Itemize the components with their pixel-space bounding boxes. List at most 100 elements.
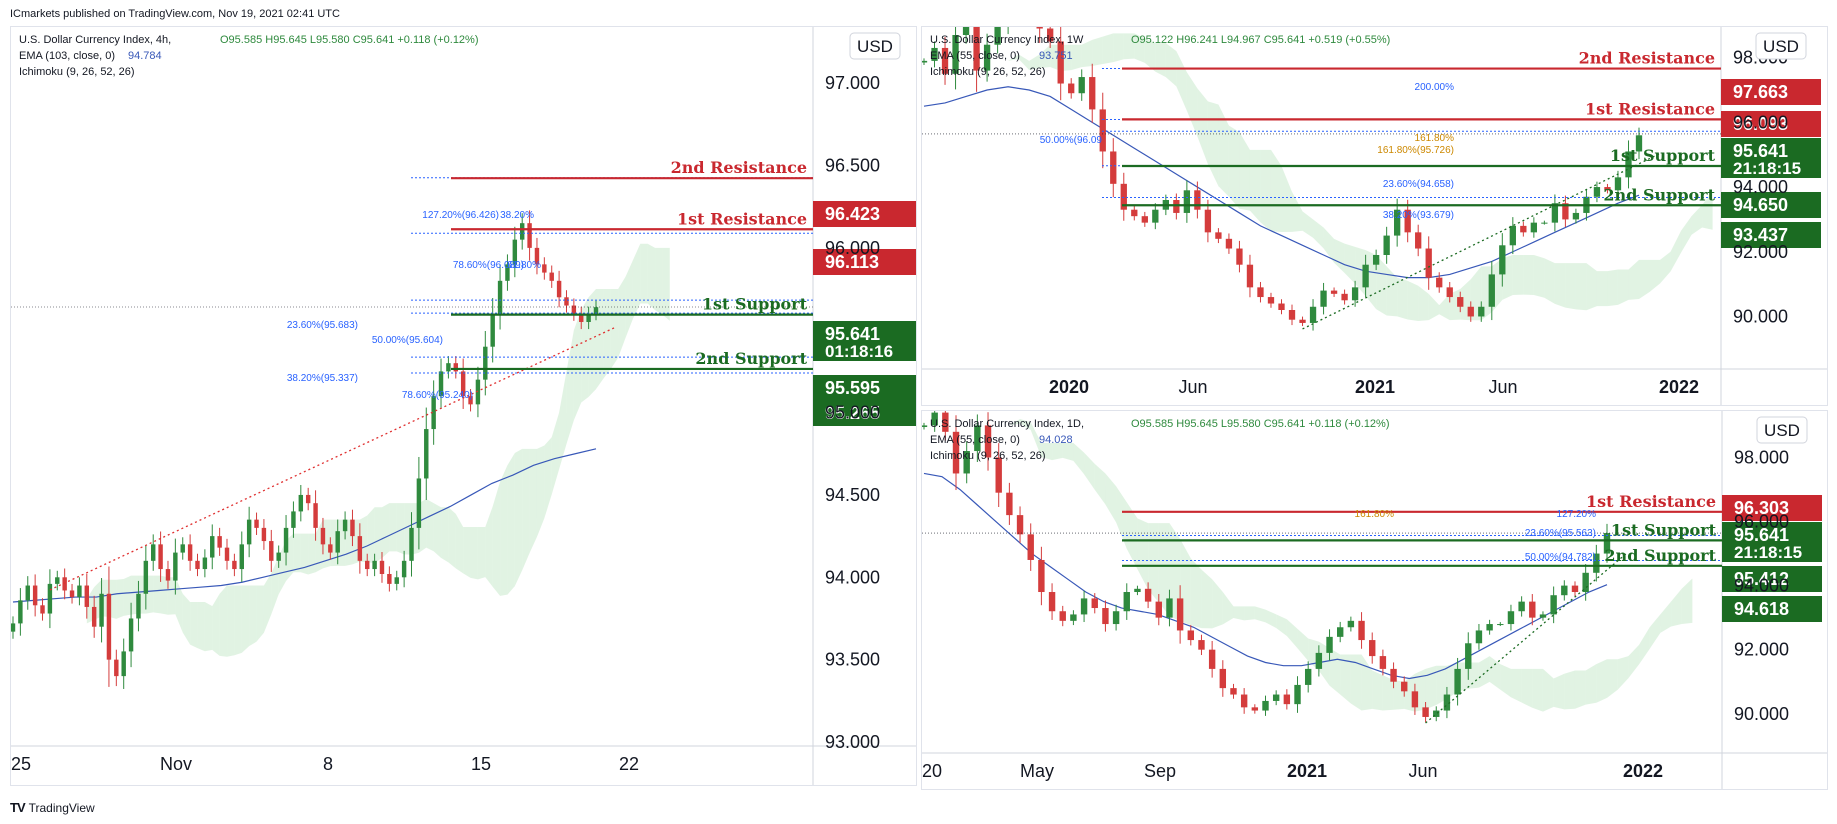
- ichimoku-cloud-segment: [470, 527, 478, 580]
- candle: [55, 577, 60, 584]
- symbol-title: U.S. Dollar Currency Index, 4h,: [19, 34, 171, 46]
- symbol-title: U.S. Dollar Currency Index, 1D,: [930, 418, 1084, 430]
- ichimoku-legend: Ichimoku (9, 26, 52, 26): [930, 450, 1046, 462]
- y-tick-label: 96.000: [825, 238, 880, 258]
- candle: [497, 280, 503, 314]
- candle: [1068, 83, 1075, 94]
- ichimoku-cloud-segment: [1564, 670, 1575, 710]
- ichimoku-cloud-segment: [662, 247, 670, 321]
- chart-panel-1d[interactable]: 1st Resistance 1st Support 2nd Support 161.…: [921, 410, 1828, 790]
- candle: [1530, 222, 1538, 233]
- ichimoku-cloud-segment: [190, 602, 198, 649]
- ohlc-values: O95.585 H95.645 L95.580 C95.641 +0.118 (…: [220, 34, 479, 46]
- resistance-label: 1st Resistance: [677, 209, 807, 228]
- candle: [1198, 640, 1205, 650]
- candle: [1635, 135, 1643, 152]
- candle: [1341, 293, 1348, 301]
- candle: [1561, 585, 1568, 596]
- ichimoku-cloud-segment: [1533, 255, 1545, 298]
- candle: [586, 313, 591, 322]
- ichimoku-cloud-segment: [441, 507, 449, 563]
- candle: [1499, 245, 1506, 275]
- candle: [158, 544, 163, 570]
- ichimoku-cloud-segment: [1052, 443, 1063, 461]
- candle: [983, 44, 991, 71]
- ichimoku-cloud-segment: [1382, 675, 1394, 711]
- x-tick-label: 20: [922, 761, 942, 781]
- candle: [1571, 585, 1579, 593]
- candle: [283, 527, 289, 553]
- candle: [1194, 190, 1201, 210]
- ichimoku-cloud-segment: [1286, 619, 1298, 649]
- ichimoku-cloud-segment: [1092, 36, 1103, 66]
- chart-panel-1w[interactable]: 2nd Resistance 1st Resistance 1st Support 2…: [921, 26, 1828, 406]
- ichimoku-cloud-segment: [1574, 670, 1586, 709]
- ichimoku-cloud-segment: [1617, 269, 1629, 305]
- ichimoku-cloud-segment: [1073, 443, 1085, 475]
- candle: [952, 35, 959, 74]
- candle: [254, 519, 259, 528]
- ichimoku-cloud-segment: [1344, 243, 1356, 284]
- chart-panel-4h[interactable]: 2nd Resistance 1st Resistance 1st Support 2…: [10, 26, 917, 786]
- candle: [963, 451, 970, 474]
- candle: [217, 536, 222, 548]
- candle: [941, 47, 949, 74]
- ichimoku-cloud-segment: [536, 445, 545, 537]
- y-tick-label: 96.500: [825, 156, 880, 176]
- candle: [1390, 668, 1397, 682]
- ichimoku-cloud-segment: [389, 503, 397, 552]
- ichimoku-cloud-segment: [1361, 654, 1373, 711]
- candle: [1465, 643, 1472, 669]
- y-tick-label: 94.500: [825, 485, 880, 505]
- ichimoku-cloud-segment: [566, 330, 574, 445]
- ichimoku-cloud-segment: [1397, 277, 1408, 320]
- ichimoku-cloud-segment: [1276, 614, 1287, 637]
- ichimoku-cloud-segment: [1029, 54, 1040, 70]
- y-tick-label: 96.000: [1733, 112, 1788, 132]
- ema-legend: EMA (55, close, 0): [930, 434, 1020, 446]
- candle: [1187, 630, 1194, 641]
- ichimoku-cloud-segment: [1350, 654, 1362, 711]
- ichimoku-cloud-segment: [374, 507, 382, 564]
- y-tick-label: 97.000: [825, 73, 880, 93]
- candle: [1507, 611, 1515, 625]
- candle: [424, 429, 429, 479]
- candle: [1048, 592, 1056, 612]
- candle: [1518, 601, 1525, 612]
- candle: [1550, 595, 1557, 615]
- candle: [922, 425, 928, 428]
- candle: [151, 544, 156, 561]
- x-tick-label: Jun: [1178, 377, 1207, 397]
- candle: [1267, 297, 1275, 304]
- ichimoku-cloud-segment: [500, 465, 508, 596]
- candle: [210, 536, 215, 558]
- candle: [291, 511, 296, 528]
- ichimoku-cloud-segment: [1702, 191, 1713, 230]
- ichimoku-cloud-segment: [1134, 33, 1145, 63]
- ichimoku-cloud-segment: [1553, 673, 1565, 710]
- ichimoku-cloud-segment: [1512, 255, 1524, 295]
- candle: [1604, 187, 1611, 191]
- candle: [195, 560, 200, 570]
- candle: [1315, 652, 1323, 669]
- price-tag-value: 96.423: [825, 204, 880, 224]
- ichimoku-cloud-segment: [1313, 219, 1324, 249]
- x-tick-label: 2022: [1623, 761, 1663, 781]
- price-tag-value: 95.641: [1734, 525, 1789, 545]
- chart-svg-d1: 1st Resistance 1st Support 2nd Support 161.…: [922, 411, 1827, 789]
- ichimoku-cloud-segment: [1407, 280, 1419, 322]
- price-tag-value: 95.265: [825, 403, 880, 423]
- candle: [1099, 109, 1106, 152]
- ichimoku-cloud-segment: [1671, 588, 1682, 627]
- candle: [47, 583, 53, 614]
- ichimoku-cloud-segment: [1158, 523, 1170, 616]
- ema-value: 94.028: [1039, 434, 1073, 446]
- candle: [1144, 588, 1152, 602]
- fib-label: 200.00%: [1415, 82, 1455, 93]
- price-tag: [1722, 596, 1822, 622]
- candle: [32, 585, 38, 606]
- candle: [1582, 572, 1589, 593]
- candle: [1257, 287, 1264, 298]
- y-tick-label: 98.000: [1734, 447, 1789, 467]
- ichimoku-cloud-segment: [204, 602, 213, 652]
